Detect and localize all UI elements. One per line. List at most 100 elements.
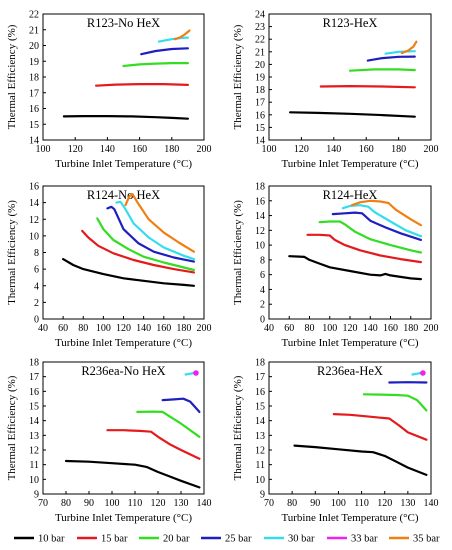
x-tick-label: 60 bbox=[58, 323, 68, 334]
y-tick-label: 12 bbox=[255, 226, 265, 237]
x-tick-label: 180 bbox=[176, 323, 191, 334]
y-tick-label: 19 bbox=[29, 57, 39, 68]
x-tick-label: 120 bbox=[377, 498, 392, 509]
y-tick-label: 10 bbox=[255, 241, 265, 252]
panel-r236ea-no-hex: 70 80 90 100 110 120 130 140 9 10 11 12 13 14 15 16 17 18… bbox=[6, 358, 212, 525]
legend-label: 15 bar bbox=[101, 534, 128, 545]
x-tick-label: 80 bbox=[287, 498, 297, 509]
x-tick-label: 180 bbox=[391, 144, 406, 155]
series-line-30-bar bbox=[157, 36, 189, 43]
y-tick-label: 9 bbox=[34, 490, 39, 501]
x-axis-label: Turbine Inlet Temperature (°C) bbox=[281, 158, 418, 170]
y-tick-label: 8 bbox=[34, 248, 39, 259]
x-tick-label: 100 bbox=[36, 144, 51, 155]
x-tick-label: 200 bbox=[424, 144, 439, 155]
x-tick-label: 160 bbox=[383, 323, 398, 334]
y-tick-label: 17 bbox=[29, 372, 39, 383]
y-axis-label: Thermal Efficiency (%) bbox=[232, 24, 244, 129]
y-tick-label: 14 bbox=[255, 416, 265, 427]
x-tick-label: 100 bbox=[331, 498, 346, 509]
y-tick-label: 16 bbox=[255, 110, 265, 121]
y-tick-label: 16 bbox=[29, 182, 39, 193]
y-tick-label: 2 bbox=[34, 298, 39, 309]
x-tick-label: 110 bbox=[128, 498, 143, 509]
x-tick-label: 140 bbox=[197, 498, 212, 509]
y-tick-label: 16 bbox=[29, 104, 39, 115]
x-tick-label: 100 bbox=[262, 144, 277, 155]
y-tick-label: 18 bbox=[255, 358, 265, 369]
x-axis-label: Turbine Inlet Temperature (°C) bbox=[281, 512, 418, 524]
series-line-10-bar bbox=[62, 114, 189, 120]
x-tick-label: 120 bbox=[116, 323, 131, 334]
y-tick-label: 18 bbox=[255, 85, 265, 96]
y-tick-label: 20 bbox=[255, 60, 265, 71]
y-tick-label: 16 bbox=[255, 387, 265, 398]
y-tick-label: 14 bbox=[255, 211, 265, 222]
series-line-30-bar bbox=[184, 371, 195, 376]
y-axis-label: Thermal Efficiency (%) bbox=[6, 200, 18, 305]
series-line-20-bar bbox=[348, 68, 416, 72]
series-line-30-bar bbox=[384, 50, 416, 55]
y-tick-label: 4 bbox=[34, 281, 39, 292]
panel-r124-hex: 40 60 80 100 120 140 160 180 200 0 2 4 6 8 10 12 14 16 18 R… bbox=[232, 182, 439, 350]
y-tick-label: 16 bbox=[29, 387, 39, 398]
legend-item-20-bar: 20 bar bbox=[139, 534, 190, 545]
x-tick-label: 90 bbox=[310, 498, 320, 509]
x-tick-label: 160 bbox=[156, 323, 171, 334]
x-tick-label: 100 bbox=[105, 498, 120, 509]
y-tick-label: 23 bbox=[255, 22, 265, 33]
x-tick-label: 80 bbox=[61, 498, 71, 509]
legend-item-10-bar: 10 bar bbox=[14, 534, 65, 545]
y-tick-label: 14 bbox=[29, 136, 39, 147]
legend-label: 20 bar bbox=[163, 534, 190, 545]
legend-item-30-bar: 30 bar bbox=[264, 534, 315, 545]
y-tick-label: 18 bbox=[29, 73, 39, 84]
panel-title: R124-HeX bbox=[323, 188, 378, 202]
x-axis-label: Turbine Inlet Temperature (°C) bbox=[55, 337, 192, 349]
y-tick-label: 15 bbox=[255, 123, 265, 134]
legend-item-15-bar: 15 bar bbox=[77, 534, 128, 545]
series-line-15-bar bbox=[106, 429, 201, 460]
y-axis-label: Thermal Efficiency (%) bbox=[6, 375, 18, 480]
x-tick-label: 130 bbox=[174, 498, 189, 509]
y-tick-label: 17 bbox=[255, 372, 265, 383]
series-point-33-bar bbox=[193, 370, 199, 376]
legend-item-25-bar: 25 bar bbox=[201, 534, 252, 545]
series-line-30-bar bbox=[115, 200, 195, 261]
legend-label: 25 bar bbox=[225, 534, 252, 545]
x-tick-label: 80 bbox=[78, 323, 88, 334]
series-line-15-bar bbox=[94, 82, 189, 87]
series-line-35-bar bbox=[350, 199, 422, 227]
y-tick-label: 15 bbox=[255, 402, 265, 413]
series-line-15-bar bbox=[306, 233, 422, 264]
series-line-25-bar bbox=[161, 397, 201, 413]
x-tick-label: 40 bbox=[38, 323, 48, 334]
x-tick-label: 160 bbox=[132, 144, 147, 155]
panel-r124-no-hex: 40 60 80 100 120 140 160 180 200 0 2 4 6 8 10 12 14 16 R12… bbox=[6, 182, 212, 350]
panel-title: R123-No HeX bbox=[87, 16, 160, 30]
y-tick-label: 4 bbox=[260, 285, 265, 296]
plot-frame bbox=[268, 13, 432, 141]
y-tick-label: 18 bbox=[29, 358, 39, 369]
x-tick-label: 160 bbox=[359, 144, 374, 155]
y-tick-label: 21 bbox=[29, 25, 39, 36]
y-tick-label: 20 bbox=[29, 41, 39, 52]
y-tick-label: 10 bbox=[255, 475, 265, 486]
x-tick-label: 180 bbox=[164, 144, 179, 155]
series-line-25-bar bbox=[366, 55, 416, 62]
y-tick-label: 17 bbox=[255, 98, 265, 109]
y-tick-label: 0 bbox=[34, 315, 39, 326]
series-line-35-bar bbox=[124, 193, 195, 253]
legend-label: 30 bar bbox=[288, 534, 315, 545]
x-tick-label: 120 bbox=[343, 323, 358, 334]
panel-r236ea-hex: 70 80 90 100 110 120 130 140 9 10 11 12 13 14 15 16 17 18… bbox=[232, 358, 439, 525]
series-line-20-bar bbox=[362, 393, 428, 412]
y-tick-label: 10 bbox=[29, 475, 39, 486]
y-tick-label: 21 bbox=[255, 47, 265, 58]
series-line-35-bar bbox=[400, 40, 418, 55]
x-tick-label: 180 bbox=[403, 323, 418, 334]
y-tick-label: 18 bbox=[255, 182, 265, 193]
x-tick-label: 200 bbox=[197, 323, 212, 334]
x-tick-label: 120 bbox=[151, 498, 166, 509]
x-tick-label: 90 bbox=[84, 498, 94, 509]
